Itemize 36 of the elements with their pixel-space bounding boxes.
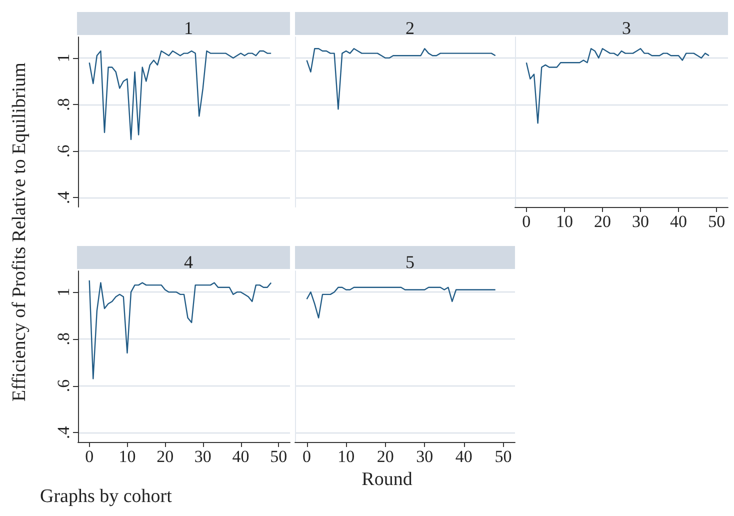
chart-title: 3 xyxy=(622,18,631,38)
x-tick-label: 40 xyxy=(455,447,472,466)
x-tick-label: 50 xyxy=(494,447,512,466)
x-tick-label: 50 xyxy=(708,212,726,231)
x-tick-label: 30 xyxy=(632,212,650,231)
x-axis-title: Round xyxy=(362,469,412,491)
x-tick-label: 40 xyxy=(232,447,250,466)
line-series xyxy=(88,50,272,140)
x-tick-label: 10 xyxy=(556,212,573,231)
chart-title: 2 xyxy=(406,18,414,38)
x-tick-label: 10 xyxy=(118,447,136,466)
y-tick-label: .4 xyxy=(54,426,73,440)
chart-title: 5 xyxy=(406,252,414,272)
x-tick-label: 40 xyxy=(670,212,688,231)
y-tick-label: .6 xyxy=(54,379,73,392)
line-series xyxy=(88,280,272,380)
text: Graphs by cohort xyxy=(40,486,172,508)
y-axis-title: Efficiency of Profits Relative to Equilibrium xyxy=(9,62,31,402)
x-tick-label: 0 xyxy=(302,447,312,466)
x-tick-label: 0 xyxy=(85,447,94,466)
y-tick-label: 1 xyxy=(54,54,73,62)
x-tick-label: 30 xyxy=(194,447,212,466)
y-tick-label: .8 xyxy=(54,98,73,111)
x-tick-label: 10 xyxy=(338,447,355,466)
chart-title: 4 xyxy=(184,252,193,272)
x-tick-label: 20 xyxy=(156,447,174,466)
x-tick-label: 20 xyxy=(594,212,611,231)
y-tick-label: .8 xyxy=(54,332,73,346)
chart-title: 1 xyxy=(184,18,193,38)
x-tick-label: 0 xyxy=(522,212,531,231)
y-tick-label: .4 xyxy=(54,190,73,204)
x-tick-label: 20 xyxy=(376,447,394,466)
y-tick-label: .6 xyxy=(54,144,73,158)
x-tick-label: 30 xyxy=(416,447,434,466)
y-tick-label: 1 xyxy=(54,288,73,296)
x-tick-label: 50 xyxy=(270,447,288,466)
